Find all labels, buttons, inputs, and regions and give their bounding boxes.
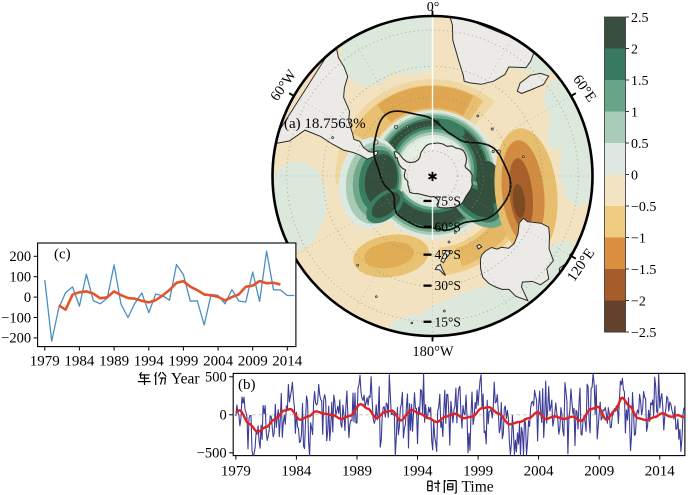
svg-text:(a) 18.7563%: (a) 18.7563% (284, 116, 366, 132)
svg-text:1.5: 1.5 (631, 74, 649, 89)
svg-text:500: 500 (205, 370, 227, 386)
svg-text:2.5: 2.5 (631, 11, 649, 26)
svg-text:−1: −1 (631, 231, 646, 246)
svg-text:1979: 1979 (30, 354, 60, 370)
svg-text:2009: 2009 (584, 464, 614, 480)
svg-text:2004: 2004 (203, 354, 234, 370)
svg-text:1994: 1994 (134, 354, 165, 370)
svg-text:1984: 1984 (64, 354, 95, 370)
svg-text:(b): (b) (238, 377, 256, 393)
svg-text:−0.5: −0.5 (631, 200, 656, 215)
svg-text:1999: 1999 (168, 354, 198, 370)
svg-text:75°S: 75°S (435, 194, 461, 209)
svg-text:(c): (c) (54, 247, 71, 263)
svg-text:Year: Year (171, 371, 200, 388)
svg-text:1984: 1984 (281, 464, 312, 480)
svg-text:0.5: 0.5 (631, 137, 649, 152)
svg-text:60°S: 60°S (435, 219, 461, 234)
svg-text:2004: 2004 (524, 464, 555, 480)
svg-text:1989: 1989 (99, 354, 129, 370)
svg-text:0: 0 (219, 408, 226, 424)
svg-text:100: 100 (9, 270, 31, 286)
svg-text:1994: 1994 (403, 464, 434, 480)
svg-text:1979: 1979 (221, 464, 251, 480)
svg-text:1989: 1989 (342, 464, 372, 480)
svg-text:−2: −2 (631, 294, 646, 309)
svg-text:−100: −100 (1, 310, 31, 326)
svg-text:200: 200 (9, 249, 31, 265)
svg-text:2: 2 (631, 42, 638, 57)
svg-text:2014: 2014 (272, 354, 303, 370)
svg-text:Time: Time (462, 479, 494, 495)
svg-text:180°W: 180°W (412, 344, 454, 360)
svg-text:0: 0 (631, 168, 638, 183)
svg-text:30°S: 30°S (435, 278, 461, 293)
svg-text:−200: −200 (1, 331, 31, 347)
svg-text:15°S: 15°S (435, 314, 461, 329)
svg-text:−2.5: −2.5 (631, 326, 656, 341)
svg-text:1999: 1999 (463, 464, 493, 480)
svg-text:0: 0 (24, 290, 31, 306)
svg-text:45°S: 45°S (435, 247, 461, 262)
svg-text:−500: −500 (197, 446, 227, 462)
svg-text:1: 1 (631, 105, 638, 120)
svg-text:2009: 2009 (238, 354, 268, 370)
svg-text:2014: 2014 (645, 464, 676, 480)
svg-text:0°: 0° (427, 0, 440, 15)
svg-text:−1.5: −1.5 (631, 263, 656, 278)
